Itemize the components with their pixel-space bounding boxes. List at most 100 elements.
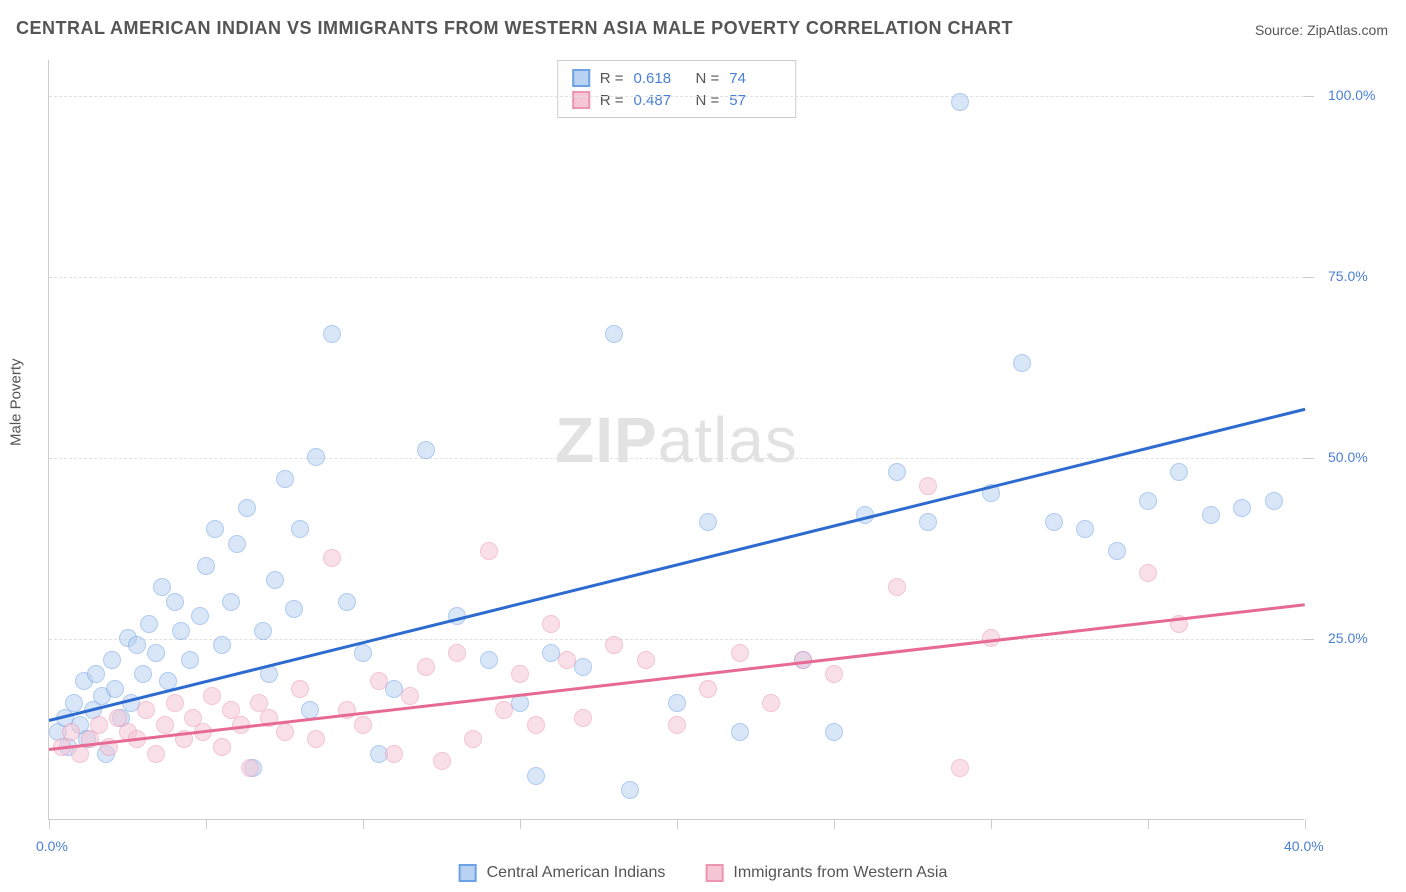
y-tick-label: 75.0% [1328, 268, 1368, 284]
data-point [307, 730, 325, 748]
data-point [1013, 354, 1031, 372]
data-point [731, 723, 749, 741]
data-point [65, 694, 83, 712]
data-point [1265, 492, 1283, 510]
data-point [323, 549, 341, 567]
y-tick-label: 50.0% [1328, 449, 1368, 465]
legend-swatch [572, 91, 590, 109]
data-point [285, 600, 303, 618]
data-point [888, 463, 906, 481]
data-point [699, 513, 717, 531]
data-point [191, 607, 209, 625]
x-tick [1305, 819, 1306, 829]
data-point [1108, 542, 1126, 560]
data-point [825, 723, 843, 741]
data-point [134, 665, 152, 683]
x-axis-max-label: 40.0% [1284, 838, 1324, 854]
data-point [238, 499, 256, 517]
gridline [49, 639, 1304, 640]
data-point [291, 520, 309, 538]
data-point [1045, 513, 1063, 531]
x-tick [991, 819, 992, 829]
data-point [433, 752, 451, 770]
data-point [197, 557, 215, 575]
data-point [731, 644, 749, 662]
chart-title: CENTRAL AMERICAN INDIAN VS IMMIGRANTS FR… [16, 18, 1013, 39]
y-axis-title: Male Poverty [8, 358, 25, 446]
data-point [228, 535, 246, 553]
data-point [147, 644, 165, 662]
y-tick-label: 100.0% [1328, 87, 1375, 103]
y-tick [1304, 639, 1314, 640]
data-point [1076, 520, 1094, 538]
n-value: 57 [729, 92, 781, 109]
data-point [527, 767, 545, 785]
data-point [511, 665, 529, 683]
data-point [206, 520, 224, 538]
r-label: R = [600, 70, 624, 87]
r-value: 0.618 [634, 70, 686, 87]
scatter-plot-area: ZIPatlas R =0.618N =74R =0.487N =57 [48, 60, 1304, 820]
legend-label: Immigrants from Western Asia [733, 864, 947, 882]
data-point [147, 745, 165, 763]
series-legend: Central American Indians Immigrants from … [459, 864, 948, 882]
x-tick [49, 819, 50, 829]
y-tick [1304, 458, 1314, 459]
data-point [637, 651, 655, 669]
gridline [49, 96, 1304, 97]
data-point [203, 687, 221, 705]
x-tick [1148, 819, 1149, 829]
data-point [668, 694, 686, 712]
data-point [621, 781, 639, 799]
data-point [90, 716, 108, 734]
n-label: N = [696, 92, 720, 109]
watermark: ZIPatlas [555, 403, 798, 477]
data-point [103, 651, 121, 669]
data-point [951, 759, 969, 777]
data-point [1139, 564, 1157, 582]
data-point [370, 672, 388, 690]
legend-swatch [705, 864, 723, 882]
x-tick [520, 819, 521, 829]
data-point [417, 658, 435, 676]
data-point [213, 738, 231, 756]
data-point [385, 745, 403, 763]
x-tick [363, 819, 364, 829]
n-value: 74 [729, 70, 781, 87]
data-point [166, 593, 184, 611]
data-point [338, 593, 356, 611]
gridline [49, 277, 1304, 278]
data-point [128, 636, 146, 654]
data-point [495, 701, 513, 719]
data-point [448, 644, 466, 662]
legend-item: Immigrants from Western Asia [705, 864, 947, 882]
correlation-legend-row: R =0.487N =57 [572, 89, 782, 111]
data-point [354, 644, 372, 662]
x-axis-min-label: 0.0% [36, 838, 68, 854]
data-point [307, 448, 325, 466]
data-point [951, 93, 969, 111]
data-point [172, 622, 190, 640]
data-point [401, 687, 419, 705]
trend-line [49, 407, 1306, 721]
x-tick [834, 819, 835, 829]
legend-swatch [459, 864, 477, 882]
gridline [49, 458, 1304, 459]
data-point [323, 325, 341, 343]
data-point [156, 716, 174, 734]
data-point [137, 701, 155, 719]
x-tick [206, 819, 207, 829]
data-point [254, 622, 272, 640]
data-point [605, 636, 623, 654]
y-tick [1304, 277, 1314, 278]
data-point [213, 636, 231, 654]
data-point [62, 723, 80, 741]
legend-item: Central American Indians [459, 864, 666, 882]
data-point [542, 615, 560, 633]
data-point [276, 723, 294, 741]
data-point [291, 680, 309, 698]
data-point [181, 651, 199, 669]
legend-swatch [572, 69, 590, 87]
n-label: N = [696, 70, 720, 87]
data-point [668, 716, 686, 734]
